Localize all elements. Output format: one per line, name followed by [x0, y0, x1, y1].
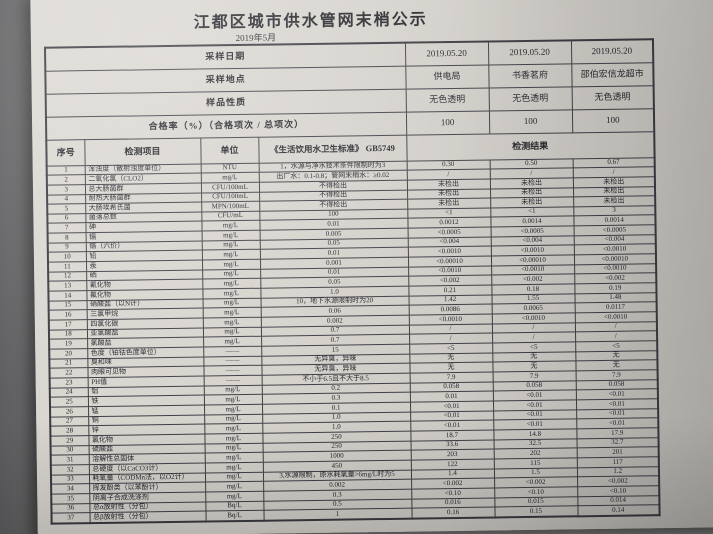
- row-index: 32: [50, 464, 89, 475]
- row-index: 15: [48, 300, 87, 311]
- row-index: 37: [51, 512, 90, 524]
- row-index: 28: [50, 425, 89, 437]
- row-index: 25: [49, 396, 89, 408]
- row-index: 3: [46, 184, 86, 195]
- col-header-results: 检测结果: [406, 131, 655, 161]
- meta-value: 书香茗府: [488, 63, 572, 88]
- meta-value: 无色透明: [571, 85, 654, 110]
- row-index: 20: [49, 348, 88, 359]
- water-quality-table: 采样日期 2019.05.20 2019.05.20 2019.05.20 采样地点 供电…: [43, 38, 661, 525]
- row-index: 27: [50, 416, 89, 427]
- result-value: 0.16: [411, 507, 495, 519]
- col-header-item: 检测项目: [84, 138, 201, 166]
- meta-value: 100: [488, 109, 573, 135]
- row-index: 23: [49, 377, 88, 388]
- meta-rows: 采样日期 2019.05.20 2019.05.20 2019.05.20 采样地点 供电…: [45, 39, 655, 141]
- row-index: 2: [46, 174, 85, 186]
- row-index: 10: [47, 252, 86, 263]
- row-index: 34: [51, 483, 90, 495]
- row-index: 29: [50, 435, 89, 446]
- row-index: 30: [50, 445, 89, 456]
- row-index: 11: [47, 261, 87, 272]
- unit: Bq/L: [205, 510, 264, 522]
- row-index: 22: [49, 367, 88, 379]
- meta-value: 2019.05.20: [487, 40, 572, 65]
- item-name: 总β放射性（分包）: [89, 511, 206, 524]
- row-index: 18: [48, 329, 88, 340]
- paper-sheet: 江都区城市供水管网末梢公示 2019年5月 采样日期 2019.05.20 2019…: [30, 0, 713, 534]
- meta-value: 无色透明: [488, 86, 572, 111]
- data-rows: 1 浑浊度（散射浊度单位） NTU 1，水源与净水技术条件限制时为3 0.30 0.50 0…: [46, 157, 660, 524]
- row-index: 21: [49, 358, 88, 369]
- row-index: 6: [47, 213, 86, 224]
- row-index: 8: [47, 232, 86, 243]
- row-index: 19: [49, 339, 88, 350]
- row-index: 26: [50, 406, 89, 417]
- row-index: 1: [46, 165, 85, 176]
- row-index: 33: [50, 474, 90, 485]
- col-header-unit: 单位: [200, 137, 259, 164]
- meta-value: 100: [405, 110, 490, 136]
- row-index: 35: [51, 493, 90, 504]
- row-index: 31: [50, 454, 89, 466]
- row-index: 36: [51, 503, 90, 514]
- col-header-index: 序号: [46, 139, 85, 166]
- row-index: 12: [48, 271, 87, 282]
- row-index: 17: [48, 319, 87, 330]
- meta-value: 2019.05.20: [570, 39, 654, 64]
- meta-value: 2019.05.20: [404, 41, 489, 66]
- row-index: 13: [48, 281, 87, 292]
- result-value: 0.14: [577, 504, 660, 517]
- col-header-standard: 《生活饮用水卫生标准》 GB5749: [258, 135, 407, 163]
- meta-value: 供电局: [405, 64, 489, 89]
- meta-value: 邵伯宏信龙超市: [571, 62, 654, 87]
- row-index: 4: [47, 194, 86, 205]
- row-index: 9: [47, 242, 86, 253]
- meta-value: 无色透明: [405, 87, 489, 113]
- result-value: 0.15: [494, 505, 578, 518]
- row-index: 16: [48, 310, 87, 321]
- row-index: 7: [47, 223, 86, 234]
- meta-value: 100: [571, 108, 655, 133]
- row-index: 14: [48, 290, 87, 301]
- standard-limit: 1: [263, 508, 412, 521]
- row-index: 24: [49, 387, 88, 398]
- row-index: 5: [47, 203, 86, 215]
